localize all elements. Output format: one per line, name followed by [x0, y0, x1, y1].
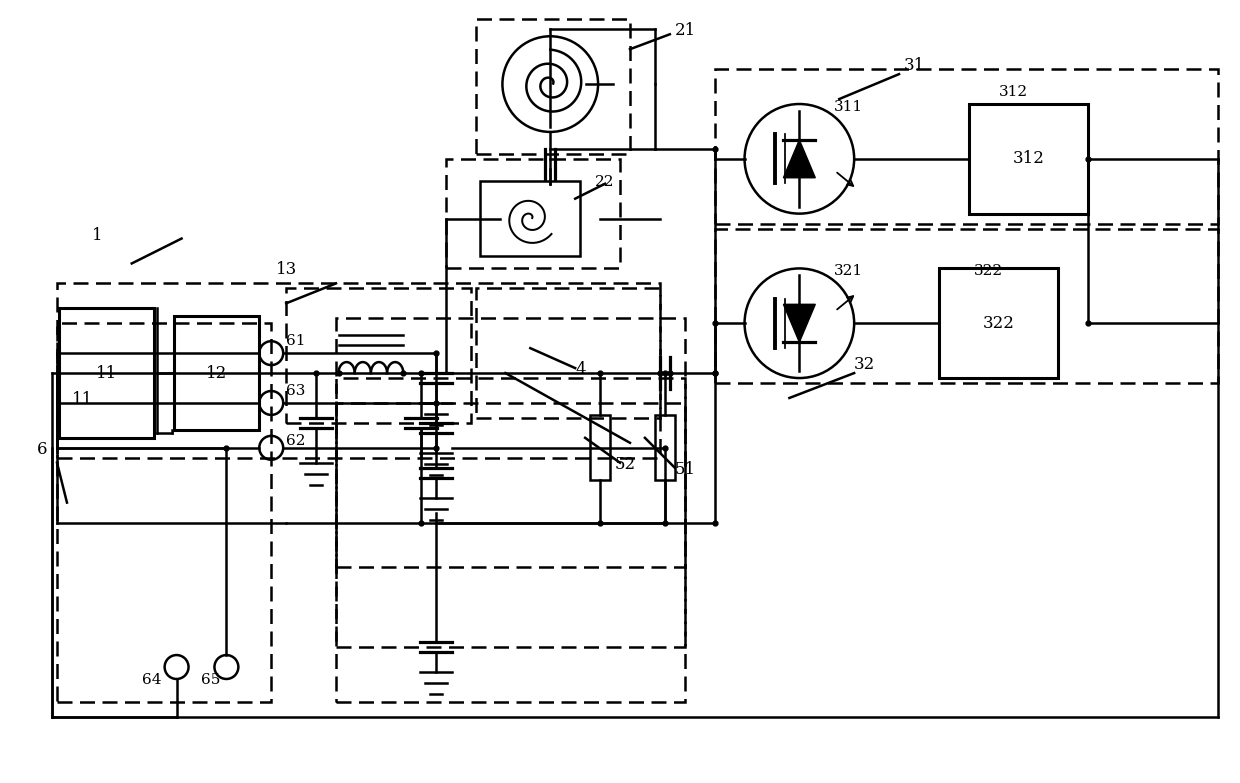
Text: 13: 13 — [277, 262, 298, 279]
Bar — [336, 378, 684, 647]
Bar — [57, 323, 272, 702]
Text: 311: 311 — [835, 100, 863, 114]
Bar — [939, 269, 1059, 378]
Text: 322: 322 — [983, 315, 1014, 332]
Text: 312: 312 — [998, 85, 1028, 99]
Polygon shape — [784, 140, 816, 178]
Text: 322: 322 — [973, 265, 1003, 279]
Bar — [336, 318, 684, 702]
Text: 21: 21 — [675, 22, 696, 39]
Bar — [655, 416, 675, 480]
Text: 65: 65 — [201, 673, 221, 687]
Bar — [968, 104, 1089, 214]
Text: 1: 1 — [92, 226, 103, 244]
Text: 12: 12 — [206, 365, 227, 381]
Text: 6: 6 — [37, 441, 47, 458]
Bar — [475, 288, 660, 418]
Bar — [286, 288, 470, 423]
Bar — [475, 20, 630, 153]
Text: 62: 62 — [286, 434, 306, 448]
Bar — [480, 181, 580, 256]
Bar — [174, 316, 259, 431]
Text: 312: 312 — [1013, 150, 1044, 168]
Bar — [714, 69, 1218, 224]
Text: 31: 31 — [904, 57, 925, 74]
Bar — [60, 309, 154, 438]
Text: 51: 51 — [675, 460, 696, 478]
Bar — [57, 283, 660, 458]
Text: 11: 11 — [72, 391, 93, 408]
Polygon shape — [784, 305, 816, 342]
Text: 321: 321 — [835, 265, 863, 279]
Text: 11: 11 — [97, 365, 118, 381]
Text: 22: 22 — [595, 175, 615, 189]
Bar — [445, 159, 620, 269]
Text: 4: 4 — [575, 361, 585, 378]
Bar — [590, 416, 610, 480]
Text: 52: 52 — [615, 456, 636, 473]
Text: 61: 61 — [286, 334, 306, 348]
Text: 64: 64 — [141, 673, 161, 687]
Bar — [714, 229, 1218, 383]
Bar — [336, 403, 684, 568]
Text: 63: 63 — [286, 384, 305, 398]
Text: 32: 32 — [854, 356, 875, 373]
